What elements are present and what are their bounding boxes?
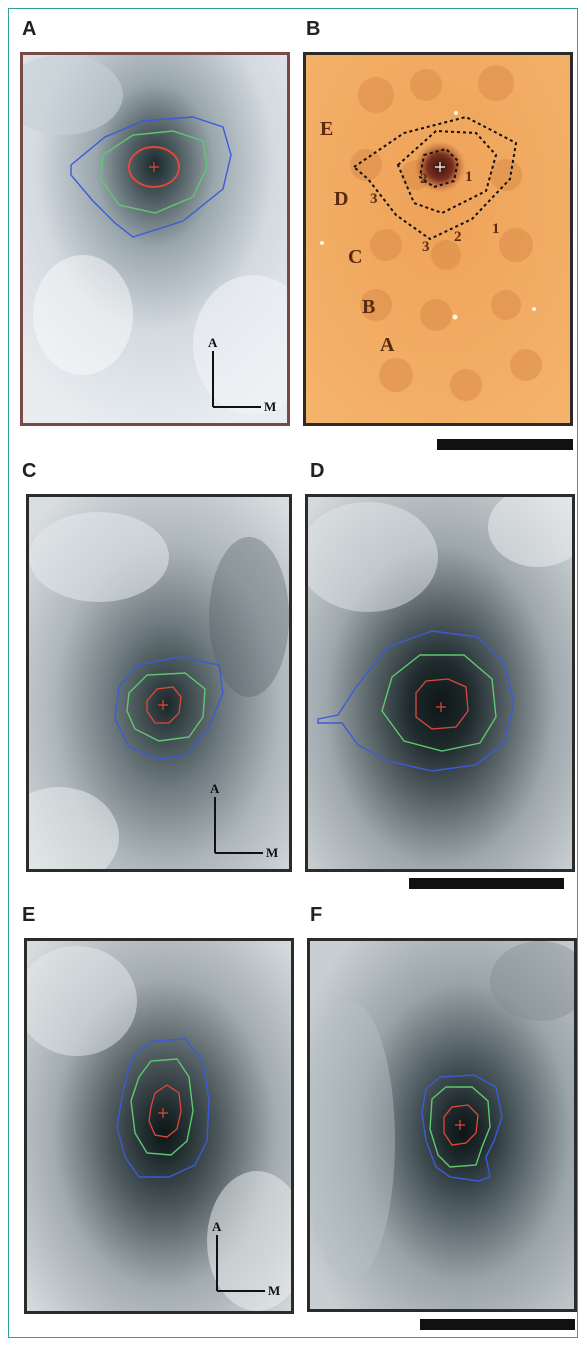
outer-contour xyxy=(114,656,224,760)
inner-dotted-contour xyxy=(418,147,460,189)
panel-label-e: E xyxy=(22,904,36,926)
center-cross xyxy=(149,162,159,172)
region-label-a: A xyxy=(380,334,395,356)
region-label-d: D xyxy=(334,188,348,210)
contour-number: 1 xyxy=(465,169,473,185)
panel-e-image: A M xyxy=(24,938,294,1314)
region-label-b: B xyxy=(362,296,375,318)
medial-label: M xyxy=(268,1283,280,1298)
medial-label: M xyxy=(266,845,278,860)
panel-a-image: A M xyxy=(20,52,290,426)
inner-contour xyxy=(148,1084,182,1138)
scale-bar-b xyxy=(437,439,573,450)
inner-contour xyxy=(128,146,180,188)
scale-bar-f xyxy=(420,1319,575,1330)
orientation-marker: A M xyxy=(210,781,278,860)
anterior-label: A xyxy=(208,335,218,350)
contour-number: 2 xyxy=(454,229,462,245)
middle-contour xyxy=(429,1086,491,1168)
panel-label-f: F xyxy=(310,904,323,926)
inner-contour xyxy=(443,1104,479,1146)
region-label-e: E xyxy=(320,118,333,140)
panel-label-d: D xyxy=(310,460,325,482)
middle-contour xyxy=(130,1058,194,1156)
panel-c-image: A M xyxy=(26,494,292,872)
middle-contour xyxy=(126,672,206,742)
contour-number: 3 xyxy=(370,191,378,207)
region-label-c: C xyxy=(348,246,362,268)
middle-contour xyxy=(100,130,208,214)
middle-contour xyxy=(381,654,497,752)
contour-number: 3 xyxy=(422,239,430,255)
panel-label-b: B xyxy=(306,18,321,40)
panel-label-a: A xyxy=(22,18,37,40)
contour-number: 1 xyxy=(492,221,500,237)
medial-label: M xyxy=(264,399,276,414)
orientation-marker: A M xyxy=(212,1219,280,1298)
inner-contour xyxy=(415,678,469,730)
anterior-label: A xyxy=(212,1219,222,1234)
anterior-label: A xyxy=(210,781,220,796)
outer-contour xyxy=(317,630,515,772)
panel-d-image xyxy=(305,494,575,872)
contour-number: 2 xyxy=(420,171,428,187)
outer-contour xyxy=(70,116,232,238)
panel-b-image: E D C B A 1 2 3 1 2 3 xyxy=(303,52,573,426)
panel-f-image xyxy=(307,938,577,1312)
outer-dotted-contour xyxy=(352,115,518,241)
panel-label-c: C xyxy=(22,460,37,482)
outer-contour xyxy=(421,1074,503,1182)
orientation-marker: A M xyxy=(208,335,276,414)
outer-contour xyxy=(116,1038,210,1178)
scale-bar-d xyxy=(409,878,564,889)
inner-contour xyxy=(146,686,182,724)
middle-dotted-contour xyxy=(396,129,498,215)
